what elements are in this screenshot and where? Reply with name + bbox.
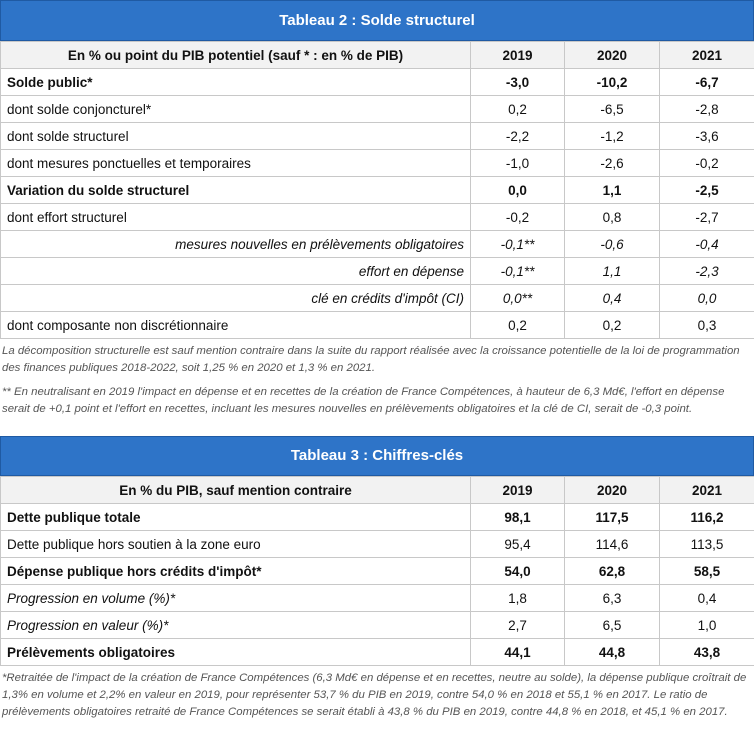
table-row: Variation du solde structurel 0,0 1,1 -2…	[0, 176, 754, 204]
cell-value: 116,2	[659, 503, 754, 531]
table2: En % ou point du PIB potentiel (sauf * :…	[0, 41, 754, 339]
table2-header-label: En % ou point du PIB potentiel (sauf * :…	[0, 41, 471, 69]
table-row: Dette publique totale 98,1 117,5 116,2	[0, 503, 754, 531]
cell-value: 44,8	[564, 638, 660, 666]
row-label: Solde public*	[0, 68, 471, 96]
row-label: Prélèvements obligatoires	[0, 638, 471, 666]
cell-value: 0,3	[659, 311, 754, 339]
cell-value: 0,8	[564, 203, 660, 231]
cell-value: -2,8	[659, 95, 754, 123]
table3-header-year: 2019	[470, 476, 565, 504]
cell-value: -2,5	[659, 176, 754, 204]
row-label: dont composante non discrétionnaire	[0, 311, 471, 339]
cell-value: 43,8	[659, 638, 754, 666]
table-row: effort en dépense -0,1** 1,1 -2,3	[0, 257, 754, 285]
cell-value: -0,4	[659, 230, 754, 258]
table2-note: La décomposition structurelle est sauf m…	[2, 345, 740, 374]
table-row: Solde public* -3,0 -10,2 -6,7	[0, 68, 754, 96]
cell-value: 95,4	[470, 530, 565, 558]
table-row: Prélèvements obligatoires 44,1 44,8 43,8	[0, 638, 754, 666]
cell-value: 44,1	[470, 638, 565, 666]
cell-value: 6,3	[564, 584, 660, 612]
row-label: Progression en volume (%)*	[0, 584, 471, 612]
table3-title: Tableau 3 : Chiffres-clés	[0, 436, 754, 476]
cell-value: 0,0**	[470, 284, 565, 312]
cell-value: 0,2	[470, 311, 565, 339]
cell-value: 54,0	[470, 557, 565, 585]
cell-value: -2,3	[659, 257, 754, 285]
cell-value: -1,0	[470, 149, 565, 177]
cell-value: -0,1**	[470, 230, 565, 258]
cell-value: 0,0	[470, 176, 565, 204]
cell-value: -6,7	[659, 68, 754, 96]
table-row: dont effort structurel -0,2 0,8 -2,7	[0, 203, 754, 231]
table-row: dont solde conjoncturel* 0,2 -6,5 -2,8	[0, 95, 754, 123]
cell-value: -6,5	[564, 95, 660, 123]
table3-header-row: En % du PIB, sauf mention contraire 2019…	[0, 476, 754, 504]
cell-value: 2,7	[470, 611, 565, 639]
row-label: dont solde conjoncturel*	[0, 95, 471, 123]
cell-value: 6,5	[564, 611, 660, 639]
table3-footnote: *Retraitée de l'impact de la création de…	[2, 672, 747, 718]
cell-value: 113,5	[659, 530, 754, 558]
cell-value: 1,0	[659, 611, 754, 639]
cell-value: -0,2	[470, 203, 565, 231]
table-row: mesures nouvelles en prélèvements obliga…	[0, 230, 754, 258]
row-label: dont mesures ponctuelles et temporaires	[0, 149, 471, 177]
row-label: dont solde structurel	[0, 122, 471, 150]
cell-value: -0,1**	[470, 257, 565, 285]
cell-value: -2,2	[470, 122, 565, 150]
cell-value: 114,6	[564, 530, 660, 558]
cell-value: -10,2	[564, 68, 660, 96]
cell-value: 117,5	[564, 503, 660, 531]
table-row: dont mesures ponctuelles et temporaires …	[0, 149, 754, 177]
row-label: dont effort structurel	[0, 203, 471, 231]
table-row: dont composante non discrétionnaire 0,2 …	[0, 311, 754, 339]
table2-header-year: 2021	[659, 41, 754, 69]
row-label: effort en dépense	[0, 257, 471, 285]
cell-value: 0,2	[564, 311, 660, 339]
cell-value: 62,8	[564, 557, 660, 585]
cell-value: 0,4	[659, 584, 754, 612]
cell-value: -2,7	[659, 203, 754, 231]
row-label: mesures nouvelles en prélèvements obliga…	[0, 230, 471, 258]
table-row: Progression en volume (%)* 1,8 6,3 0,4	[0, 584, 754, 612]
document: Tableau 2 : Solde structurel En % ou poi…	[0, 0, 754, 718]
cell-value: 58,5	[659, 557, 754, 585]
table3-header-year: 2021	[659, 476, 754, 504]
table-row: clé en crédits d'impôt (CI) 0,0** 0,4 0,…	[0, 284, 754, 312]
cell-value: -0,2	[659, 149, 754, 177]
cell-value: 98,1	[470, 503, 565, 531]
row-label: Variation du solde structurel	[0, 176, 471, 204]
row-label: Progression en valeur (%)*	[0, 611, 471, 639]
table2-title: Tableau 2 : Solde structurel	[0, 0, 754, 41]
table2-footnote: ** En neutralisant en 2019 l'impact en d…	[2, 386, 725, 415]
table2-header-year: 2019	[470, 41, 565, 69]
table3-header-year: 2020	[564, 476, 660, 504]
cell-value: 0,2	[470, 95, 565, 123]
cell-value: -0,6	[564, 230, 660, 258]
row-label: Dépense publique hors crédits d'impôt*	[0, 557, 471, 585]
row-label: clé en crédits d'impôt (CI)	[0, 284, 471, 312]
cell-value: 0,0	[659, 284, 754, 312]
table2-header-year: 2020	[564, 41, 660, 69]
table2-header-row: En % ou point du PIB potentiel (sauf * :…	[0, 41, 754, 69]
row-label: Dette publique hors soutien à la zone eu…	[0, 530, 471, 558]
cell-value: 0,4	[564, 284, 660, 312]
table-row: dont solde structurel -2,2 -1,2 -3,6	[0, 122, 754, 150]
cell-value: -2,6	[564, 149, 660, 177]
cell-value: 1,8	[470, 584, 565, 612]
table3: En % du PIB, sauf mention contraire 2019…	[0, 476, 754, 666]
cell-value: -3,0	[470, 68, 565, 96]
table3-header-label: En % du PIB, sauf mention contraire	[0, 476, 471, 504]
cell-value: -3,6	[659, 122, 754, 150]
cell-value: 1,1	[564, 176, 660, 204]
table-row: Dépense publique hors crédits d'impôt* 5…	[0, 557, 754, 585]
table-row: Progression en valeur (%)* 2,7 6,5 1,0	[0, 611, 754, 639]
row-label: Dette publique totale	[0, 503, 471, 531]
cell-value: 1,1	[564, 257, 660, 285]
cell-value: -1,2	[564, 122, 660, 150]
table-row: Dette publique hors soutien à la zone eu…	[0, 530, 754, 558]
